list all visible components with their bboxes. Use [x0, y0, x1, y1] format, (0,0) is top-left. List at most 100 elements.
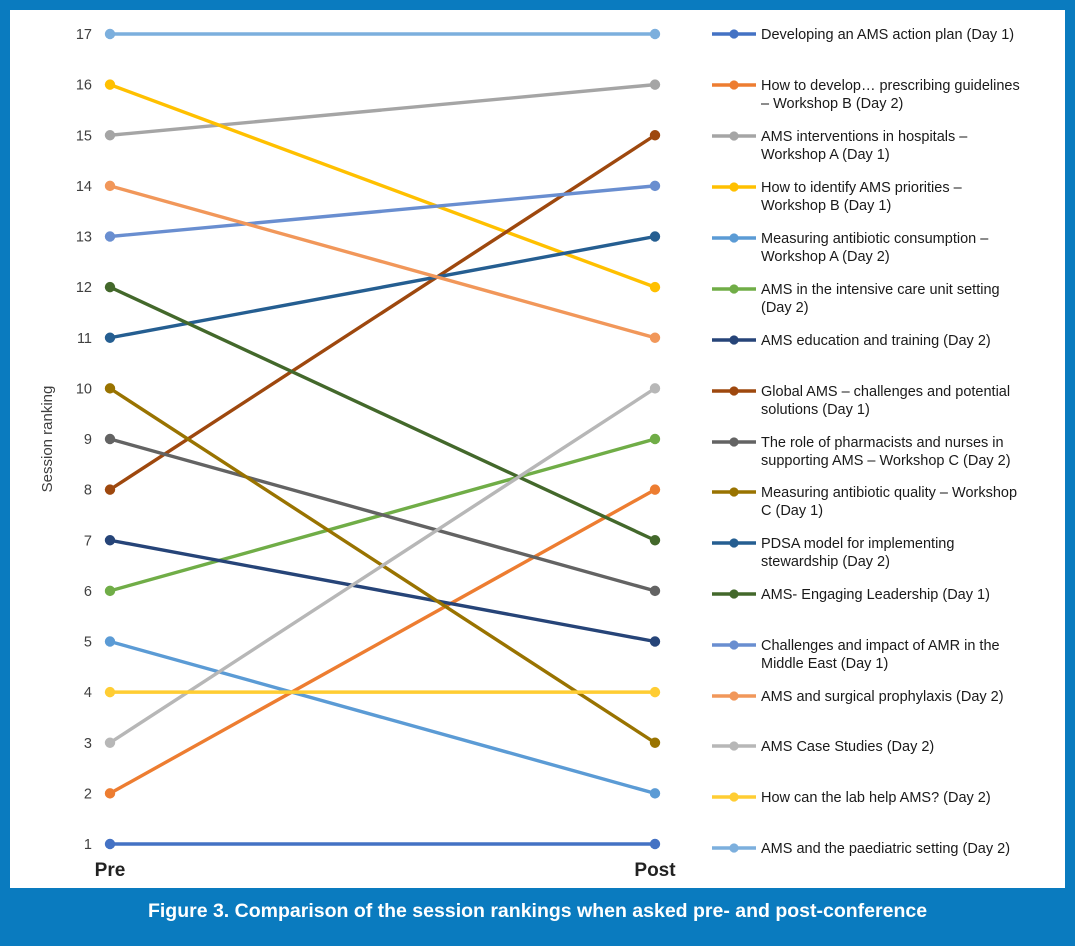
y-tick-label: 15 [76, 128, 92, 144]
x-tick-label-post: Post [634, 860, 676, 881]
legend-label: The role of pharmacists and nurses in [761, 435, 1004, 451]
data-point [649, 332, 661, 343]
data-point [649, 535, 661, 546]
data-point [649, 383, 661, 394]
legend-swatch-marker [729, 437, 739, 447]
legend-swatch-marker [729, 691, 739, 701]
data-point [104, 281, 116, 293]
series-2 [104, 79, 661, 141]
data-point [649, 231, 661, 242]
legend-swatch-marker [729, 335, 739, 345]
y-tick-label: 9 [84, 432, 92, 448]
legend-swatch-marker [729, 386, 739, 396]
data-point [649, 281, 661, 293]
legend-label: C (Day 1) [761, 503, 823, 519]
data-point [649, 484, 661, 495]
series-line [108, 639, 657, 796]
legend-label: Developing an AMS action plan (Day 1) [761, 27, 1014, 43]
series-11 [104, 281, 661, 546]
y-tick-label: 7 [84, 533, 92, 549]
data-point [104, 383, 116, 394]
legend-label: How to identify AMS priorities – [761, 180, 963, 196]
data-point [104, 838, 116, 850]
legend-swatch-marker [729, 80, 739, 90]
y-tick-label: 3 [84, 736, 92, 752]
legend-swatch-marker [729, 589, 739, 599]
y-tick-label: 6 [84, 584, 92, 600]
legend-item: PDSA model for implementing stewardship (… [712, 536, 954, 570]
data-point [649, 686, 661, 698]
data-point [104, 788, 116, 799]
legend-label: Measuring antibiotic quality – Workshop [761, 485, 1017, 501]
legend-swatch-marker [729, 640, 739, 650]
legend-label: Workshop A (Day 2) [761, 249, 890, 265]
legend-item: How to identify AMS priorities – Workshop… [712, 180, 963, 214]
data-point [649, 28, 661, 40]
series-10 [104, 231, 661, 343]
data-point [649, 585, 661, 597]
legend-item: Measuring antibiotic quality – Workshop C… [712, 485, 1017, 519]
data-point [649, 838, 661, 850]
legend-label: Workshop A (Day 1) [761, 147, 890, 163]
legend-label: AMS Case Studies (Day 2) [761, 739, 934, 755]
legend-swatch-marker [729, 284, 739, 294]
legend-item: Developing an AMS action plan (Day 1) [712, 27, 1014, 43]
series-line [108, 82, 657, 289]
data-point [104, 535, 116, 546]
legend-item: AMS education and training (Day 2) [712, 333, 991, 349]
series-12 [104, 180, 661, 242]
legend-item: AMS- Engaging Leadership (Day 1) [712, 587, 990, 603]
y-tick-label: 5 [84, 635, 92, 651]
series-15 [104, 686, 661, 698]
y-tick-label: 11 [77, 331, 92, 347]
legend-swatch-marker [729, 843, 739, 853]
series-line [108, 234, 657, 340]
legend-swatch-marker [729, 741, 739, 751]
legend-label: AMS and the paediatric setting (Day 2) [761, 841, 1010, 857]
data-point [104, 79, 116, 90]
data-point [649, 788, 661, 799]
legend-label: Middle East (Day 1) [761, 656, 888, 672]
legend-label: How can the lab help AMS? (Day 2) [761, 790, 991, 806]
data-point [649, 433, 661, 445]
legend-swatch-marker [729, 182, 739, 192]
data-point [104, 433, 116, 445]
legend-label: Challenges and impact of AMR in the [761, 638, 1000, 654]
y-tick-label: 17 [76, 27, 92, 43]
data-point [104, 231, 116, 242]
series-lines [104, 28, 661, 850]
series-4 [104, 636, 661, 799]
data-point [104, 484, 116, 495]
legend-item: Challenges and impact of AMR in the Middl… [712, 638, 1000, 672]
legend-label: solutions (Day 1) [761, 402, 870, 418]
y-tick-label: 14 [76, 179, 92, 195]
y-tick-label: 16 [76, 78, 92, 94]
series-8 [104, 433, 661, 597]
y-tick-label: 4 [84, 685, 92, 701]
series-line [108, 184, 657, 340]
legend-item: Measuring antibiotic consumption – Worksh… [712, 231, 989, 265]
legend-item: Global AMS – challenges and potential sol… [712, 384, 1010, 418]
data-point [649, 636, 661, 647]
series-line [108, 82, 657, 137]
legend-swatch-marker [729, 538, 739, 548]
legend-item: AMS and surgical prophylaxis (Day 2) [712, 689, 1004, 705]
series-0 [104, 838, 661, 850]
legend-label: – Workshop B (Day 2) [761, 96, 903, 112]
legend-swatch-marker [729, 131, 739, 141]
data-point [649, 180, 661, 192]
data-point [104, 332, 116, 343]
figure-caption: Figure 3. Comparison of the session rank… [10, 888, 1065, 936]
y-axis-label: Session ranking [39, 386, 56, 493]
y-tick-label: 12 [76, 280, 92, 296]
series-line [108, 487, 657, 796]
series-13 [104, 180, 661, 343]
y-tick-label: 2 [84, 786, 92, 802]
legend-label: AMS education and training (Day 2) [761, 333, 991, 349]
y-tick-label: 13 [76, 230, 92, 246]
data-point [104, 585, 116, 597]
legend-label: (Day 2) [761, 300, 809, 316]
data-point [104, 130, 116, 141]
data-point [104, 737, 116, 748]
